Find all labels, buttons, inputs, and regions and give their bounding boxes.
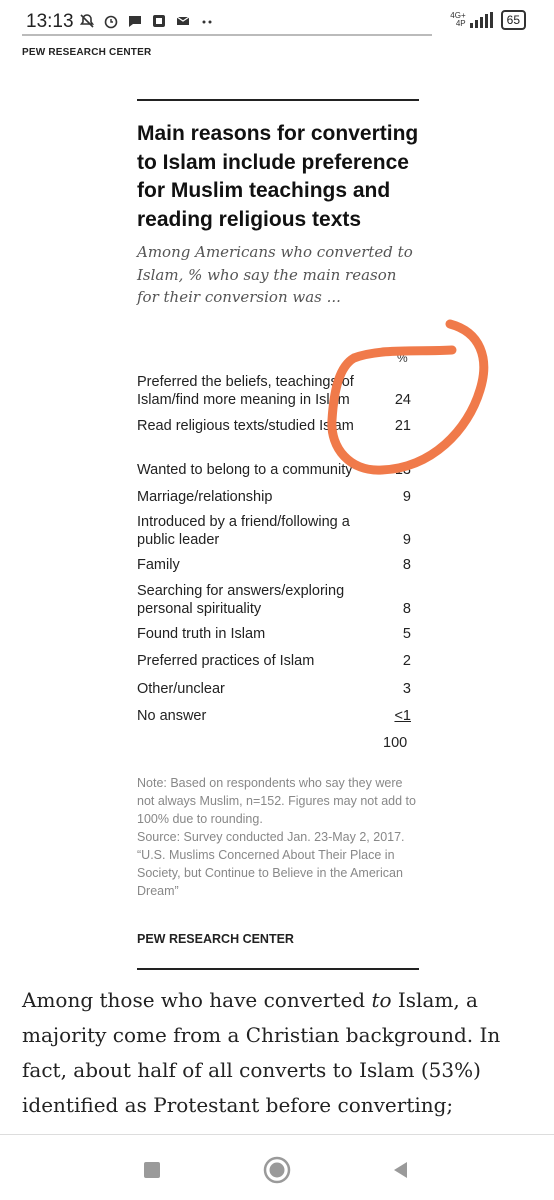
network-type-secondary: 4P xyxy=(455,19,466,28)
row-label: Found truth in Islam xyxy=(137,626,266,642)
row-label: No answer xyxy=(137,708,207,724)
row-label: Searching for answers/exploring personal… xyxy=(137,583,345,617)
row-value: 2 xyxy=(402,653,411,669)
header-source: PEW RESEARCH CENTER xyxy=(22,47,152,58)
row-label: Read religious texts/studied Islam xyxy=(137,418,354,434)
home-button[interactable] xyxy=(261,1154,293,1186)
row-label: Family xyxy=(137,557,180,573)
square-icon xyxy=(144,1162,160,1178)
circle-icon xyxy=(263,1156,291,1184)
table-row: Marriage/relationship 9 xyxy=(137,489,419,507)
row-label: Wanted to belong to a community xyxy=(137,462,353,478)
note-report-title: “U.S. Muslims Concerned About Their Plac… xyxy=(137,848,403,898)
chat-icon xyxy=(126,12,144,30)
table-row: Introduced by a friend/following a publi… xyxy=(137,514,419,549)
card-source: PEW RESEARCH CENTER xyxy=(137,932,294,946)
table-row: Found truth in Islam 5 xyxy=(137,626,419,644)
row-label: Other/unclear xyxy=(137,681,225,697)
nav-divider xyxy=(0,1134,554,1135)
note-source: Source: Survey conducted Jan. 23-May 2, … xyxy=(137,830,405,844)
navigation-bar xyxy=(0,1140,554,1200)
article-paragraph: Among those who have converted to Islam,… xyxy=(22,983,534,1123)
percent-header: % xyxy=(397,351,408,365)
triangle-back-icon xyxy=(394,1162,407,1178)
row-value: 9 xyxy=(402,531,411,548)
row-value: 8 xyxy=(402,557,411,573)
survey-card: Main reasons for converting to Islam inc… xyxy=(137,99,419,970)
row-value: 24 xyxy=(394,391,411,408)
app-icon xyxy=(150,12,168,30)
article-text-part2: Islam, a majority come from a Christian … xyxy=(22,988,501,1117)
row-value: 8 xyxy=(402,600,411,617)
row-value: 9 xyxy=(402,489,411,505)
notifications-off-icon xyxy=(78,12,96,30)
table-row: Searching for answers/exploring personal… xyxy=(137,583,419,618)
table-row: Preferred practices of Islam 2 xyxy=(137,653,419,671)
bottom-rule xyxy=(137,968,419,970)
table-row: Read religious texts/studied Islam 21 xyxy=(137,418,419,436)
back-button[interactable] xyxy=(385,1154,417,1186)
network-type: 4G+ xyxy=(450,11,466,20)
row-label: Preferred the beliefs, teachings of Isla… xyxy=(137,374,354,408)
table-row: No answer <1 xyxy=(137,708,419,726)
status-time: 13:13 xyxy=(26,11,74,32)
row-value: 13 xyxy=(394,462,411,478)
row-label: Marriage/relationship xyxy=(137,489,273,505)
alarm-icon xyxy=(102,12,120,30)
table-row: Family 8 xyxy=(137,557,419,575)
row-value: 5 xyxy=(402,626,411,642)
row-label: Introduced by a friend/following a publi… xyxy=(137,514,350,548)
row-value: 21 xyxy=(394,418,411,434)
mail-icon xyxy=(174,12,192,30)
signal-icon xyxy=(469,12,493,28)
card-note: Note: Based on respondents who say they … xyxy=(137,774,419,900)
card-title: Main reasons for converting to Islam inc… xyxy=(137,122,419,231)
row-value: <1 xyxy=(394,708,411,724)
top-rule xyxy=(137,99,419,101)
row-label: Preferred practices of Islam xyxy=(137,653,315,669)
article-text-part1: Among those who have converted xyxy=(22,988,372,1012)
more-dots-icon xyxy=(198,12,216,30)
total-value: 100 xyxy=(383,735,408,751)
table-row: Other/unclear 3 xyxy=(137,681,419,699)
card-subtitle: Among Americans who converted to Islam, … xyxy=(137,243,413,306)
table-row: Preferred the beliefs, teachings of Isla… xyxy=(137,374,419,409)
table-row: Wanted to belong to a community 13 xyxy=(137,462,419,480)
article-emphasis: to xyxy=(371,988,392,1012)
battery-icon: 65 xyxy=(500,10,526,30)
status-bar: 13:13 4G+ 4P 65 xyxy=(0,0,554,44)
clipped-previous-text xyxy=(22,33,432,37)
note-text: Note: Based on respondents who say they … xyxy=(137,776,416,826)
row-value: 3 xyxy=(402,681,411,697)
recents-button[interactable] xyxy=(136,1154,168,1186)
